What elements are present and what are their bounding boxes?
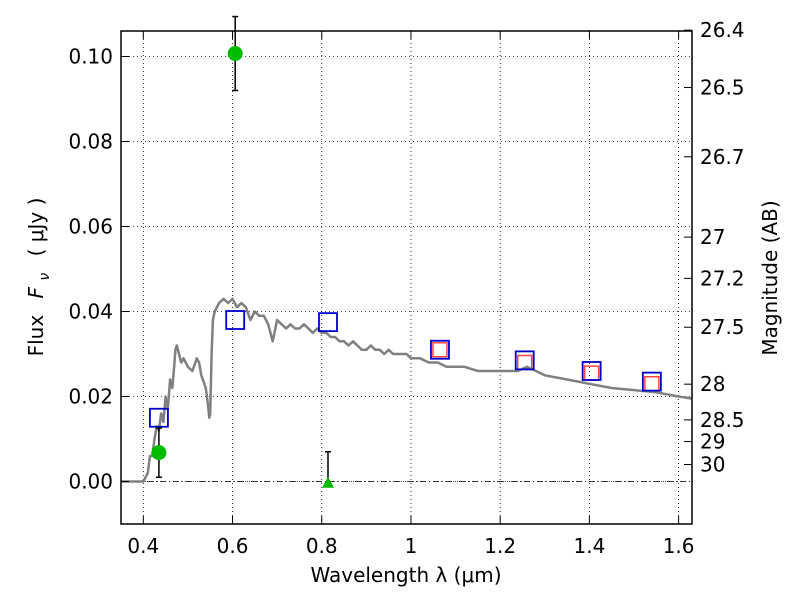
y-axis-title-symbol: F [24,286,48,298]
x-tick-label: 0.8 [306,534,338,558]
model-flux-marker [430,339,450,360]
x-tick-label: 1.4 [573,534,605,558]
model-flux-marker [225,310,246,330]
y-tick-label: 0.06 [68,215,113,239]
model-flux-marker [641,371,662,392]
green-circle-marker [151,445,167,461]
right-tick-label: 28 [700,372,725,396]
x-tick-label: 1.6 [663,534,695,558]
plot-frame [120,30,693,525]
x-tick-label: 0.4 [127,534,159,558]
data-series [121,15,693,488]
x-tick-label: 1.2 [484,534,516,558]
right-tick-label: 27 [700,225,725,249]
right-tick-label: 29 [700,430,725,454]
right-tick-label: 26.7 [700,145,745,169]
right-tick-label: 26.4 [700,18,745,42]
y-tick-label: 0.02 [68,385,113,409]
observed-flux-marker [583,365,600,381]
right-tick-label: 26.5 [700,76,745,100]
y-tick-label: 0.08 [68,130,113,154]
sed-model-curve [121,297,693,483]
grid-lines [121,31,692,524]
x-tick-label: 1 [405,534,418,558]
observed-flux-marker [432,342,448,358]
right-tick-label: 27.5 [700,315,745,339]
right-tick-label: 27.2 [700,266,745,290]
x-axis-title: Wavelength λ (μm) [310,563,501,587]
model-flux-marker [149,407,169,428]
x-tick-label: 0.6 [217,534,249,558]
model-flux-marker [581,361,602,381]
model-flux-marker [514,350,535,371]
y-axis-title-left: Flux F ν ( μJy ) [24,198,54,357]
y-axis-title-units: ( μJy ) [24,198,48,257]
y-axis-title-word: Flux [24,315,48,357]
y-axis-title-right: Magnitude (AB) [758,200,782,355]
y-tick-label: 0.10 [68,45,113,69]
right-tick-label: 30 [700,453,725,477]
observed-flux-marker [644,376,660,392]
right-tick-label: 28.5 [700,408,745,432]
y-axis-title-subscript: ν [37,273,53,281]
y-tick-label: 0.04 [68,300,113,324]
axis-ticks: 0.4 0.6 0.8 1 1.2 1.4 1.6 0.00 0.02 0.04 0.06 0.08 0… [68,18,744,558]
y-tick-label: 0.00 [68,470,113,494]
model-flux-marker [318,312,338,333]
green-triangle-marker [321,476,334,488]
green-circle-marker [227,46,243,62]
